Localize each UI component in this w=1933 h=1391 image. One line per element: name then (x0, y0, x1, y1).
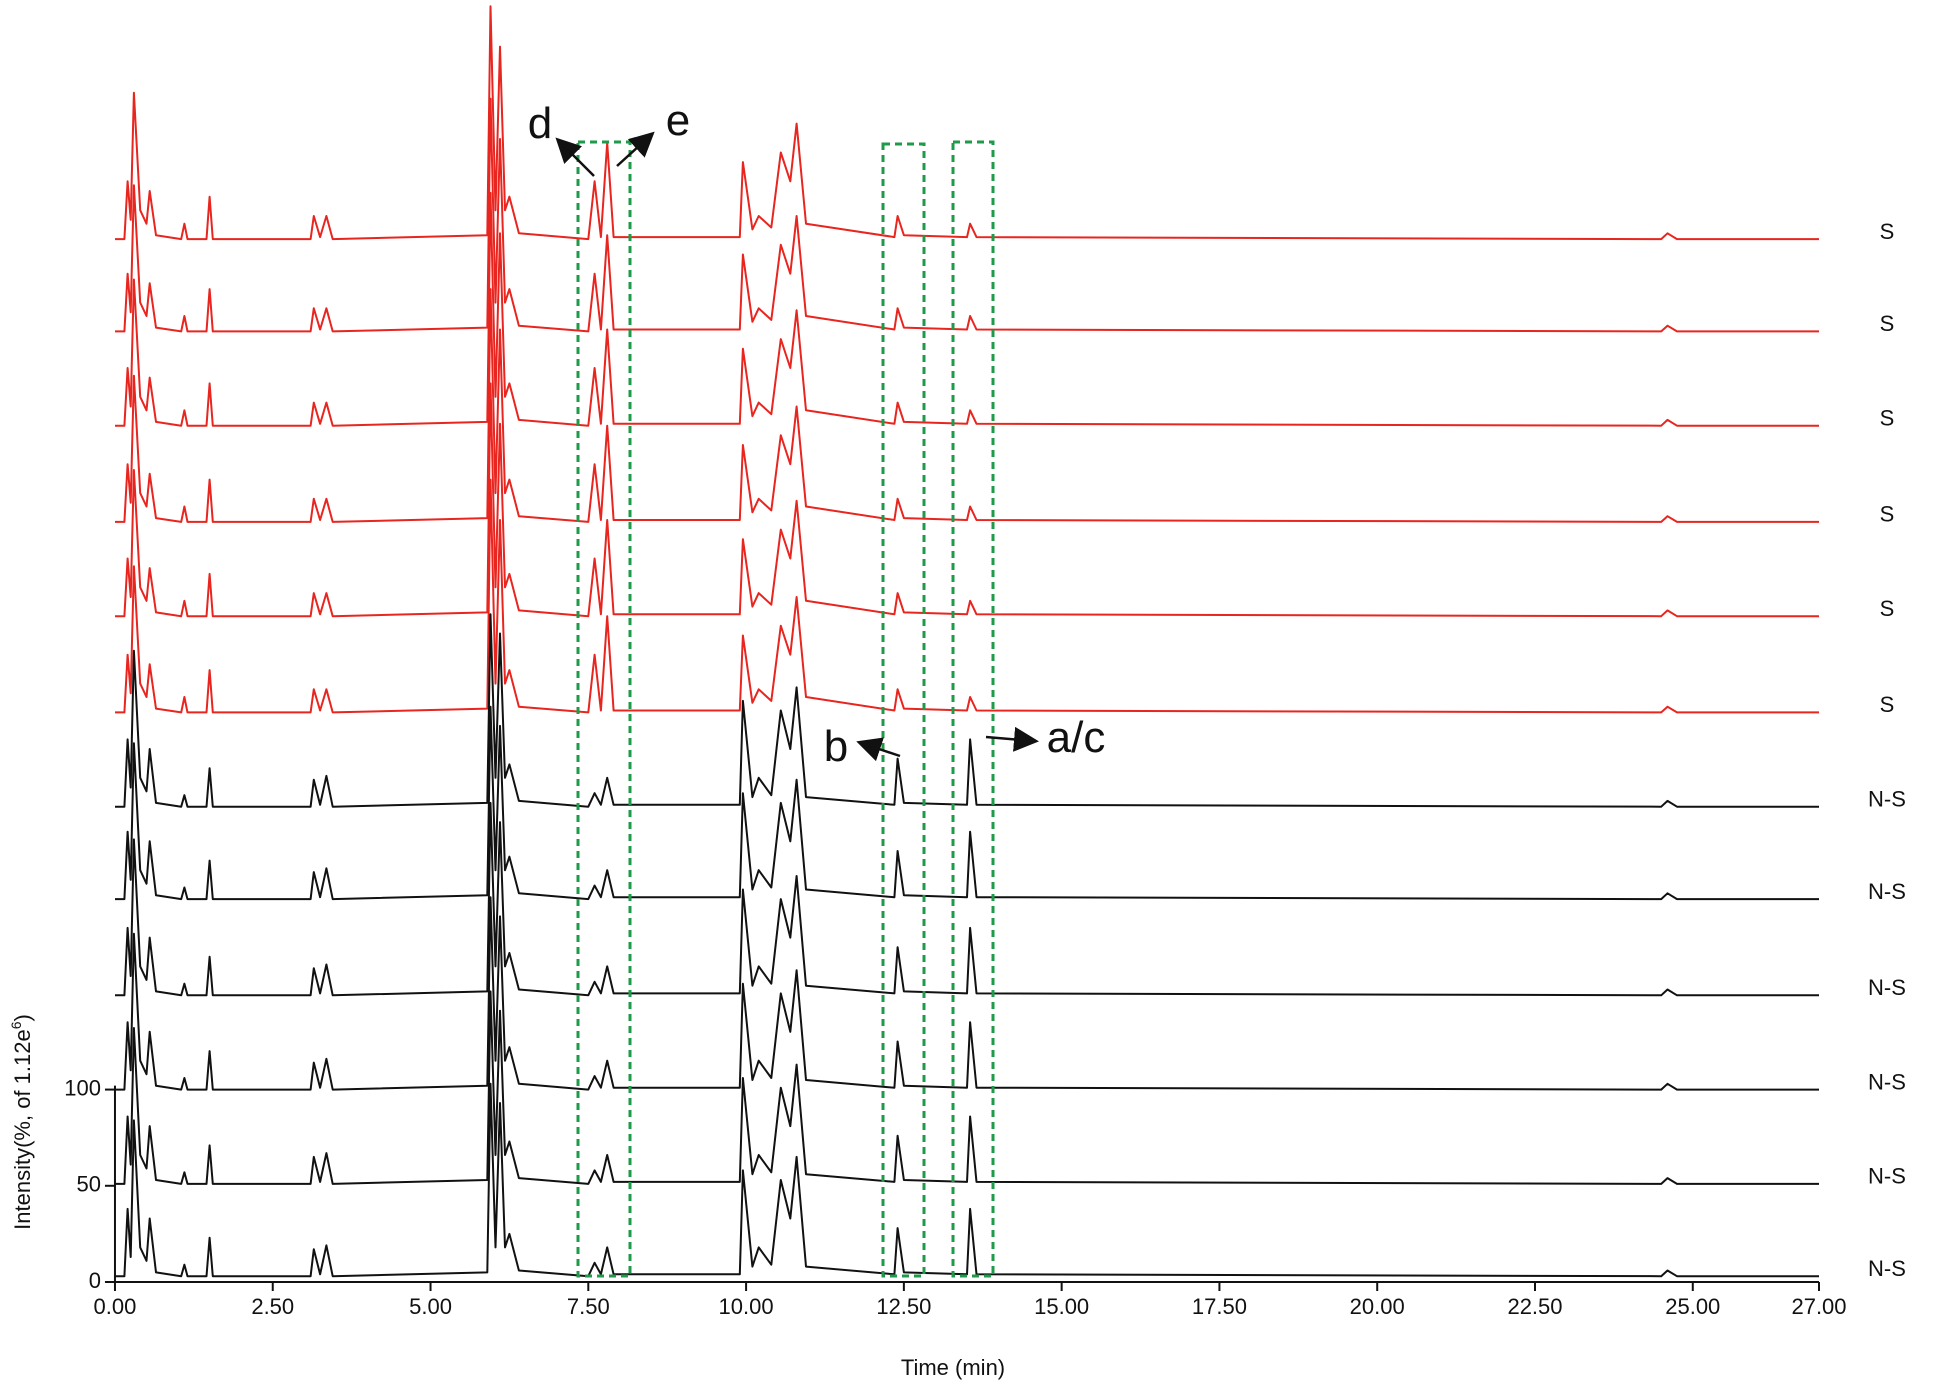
series-label: N-S (1868, 1164, 1906, 1189)
annotation-arrow (555, 137, 595, 177)
chromatogram-line (115, 478, 1819, 714)
series-label: S (1880, 692, 1895, 717)
x-tick-label: 22.50 (1507, 1294, 1562, 1319)
annotation-arrow (616, 131, 655, 167)
y-axis-title-end: ) (10, 1014, 35, 1021)
series-label: S (1880, 502, 1895, 527)
annotation: b (824, 722, 848, 771)
annotation: e (666, 96, 690, 145)
x-axis-title: Time (min) (901, 1355, 1005, 1380)
series-label: N-S (1868, 787, 1906, 812)
annotation: a/c (1047, 713, 1106, 762)
chromatogram-line (115, 288, 1819, 523)
x-tick-label: 20.00 (1350, 1294, 1405, 1319)
highlight-box (951, 140, 995, 1278)
series-label: S (1880, 219, 1895, 244)
series-label: N-S (1868, 1069, 1906, 1094)
series-label: S (1880, 311, 1895, 336)
x-tick-label: 25.00 (1665, 1294, 1720, 1319)
chromatogram-line (115, 613, 1819, 808)
chromatogram-line (115, 382, 1819, 618)
series-label: N-S (1868, 975, 1906, 1000)
chromatogram-line (115, 705, 1819, 901)
chromatogram-line (115, 191, 1819, 427)
highlight-box (881, 142, 926, 1278)
x-tick-label: 2.50 (251, 1294, 294, 1319)
chromatogram-line (115, 801, 1819, 997)
y-axis-title-text: Intensity(%, of 1.12e (10, 1029, 35, 1230)
y-axis-title-sup: 6 (8, 1021, 24, 1029)
plot-area: S S S S S S N-S N-S N-S N-S N-S N-S 0.00 2.50 5.00 7.50… (64, 5, 1906, 1319)
y-tick-label: 100 (64, 1075, 101, 1100)
series-label: S (1880, 406, 1895, 431)
series-label: S (1880, 596, 1895, 621)
y-tick-label: 0 (89, 1268, 101, 1293)
chromatogram-line (115, 896, 1819, 1091)
x-tick-label: 17.50 (1192, 1294, 1247, 1319)
x-tick-label: 15.00 (1034, 1294, 1089, 1319)
chromatogram-line (115, 990, 1819, 1185)
highlight-box (576, 140, 632, 1278)
chromatogram-line (115, 97, 1819, 333)
x-tick-label: 0.00 (94, 1294, 137, 1319)
chromatogram-line (115, 1082, 1819, 1278)
y-axis-title: Intensity(%, of 1.12e6) (8, 1014, 35, 1230)
x-tick-label: 27.00 (1791, 1294, 1846, 1319)
annotation: d (528, 99, 552, 148)
series-label: N-S (1868, 1256, 1906, 1281)
annotation-arrow (985, 726, 1039, 752)
chromatogram-line (115, 5, 1819, 241)
y-tick-label: 50 (76, 1172, 100, 1197)
x-tick-label: 12.50 (876, 1294, 931, 1319)
x-tick-label: 10.00 (719, 1294, 774, 1319)
x-tick-label: 7.50 (567, 1294, 610, 1319)
series-label: N-S (1868, 879, 1906, 904)
x-tick-label: 5.00 (409, 1294, 452, 1319)
annotation-arrow (856, 737, 901, 762)
